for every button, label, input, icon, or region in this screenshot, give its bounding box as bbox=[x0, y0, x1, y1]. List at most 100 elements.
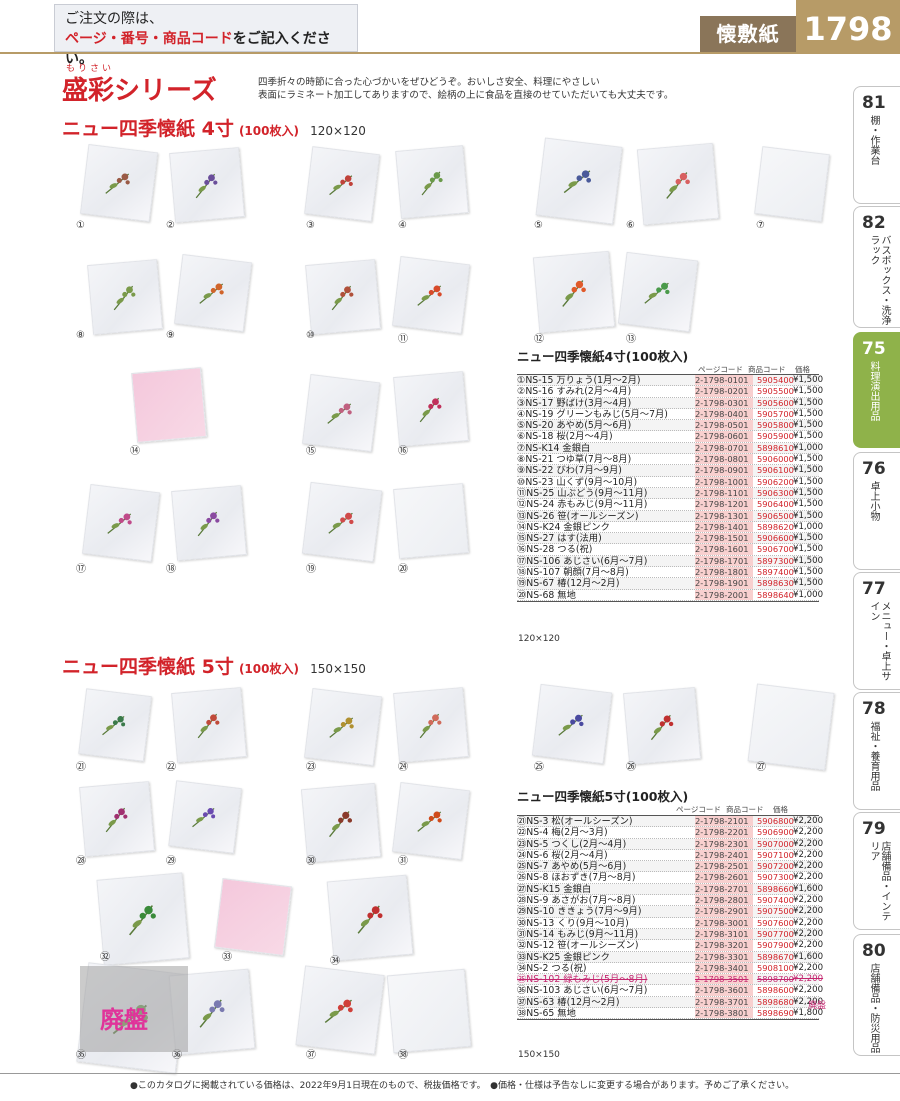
side-index-tab-79[interactable]: 79 店舗備品・インテリア bbox=[853, 812, 900, 930]
side-index-tab-81[interactable]: 81 棚・作業台 bbox=[853, 86, 900, 204]
product-code: 5898640 bbox=[757, 589, 794, 600]
product-code: 5907600 bbox=[757, 917, 794, 928]
ns5-photo-number: ㉖ bbox=[626, 762, 636, 773]
side-index-tab-76[interactable]: 76 卓上小物 bbox=[853, 452, 900, 570]
product-code: 5906100 bbox=[757, 465, 794, 476]
ns4-photo-number: ② bbox=[166, 220, 175, 231]
product-code: 5905900 bbox=[757, 431, 794, 442]
page-code: 2-1798-0701 bbox=[695, 442, 753, 454]
price: ¥1,000 bbox=[793, 521, 824, 532]
product-code: 5907400 bbox=[757, 895, 794, 906]
product-name: ⑯NS-28 つる(祝) bbox=[517, 544, 593, 555]
price: ¥1,500 bbox=[793, 578, 824, 589]
product-row: ㉒NS-4 梅(2月～3月) 2-1798-2201 5906900 ¥2,200 bbox=[517, 827, 823, 839]
ns4-photo-number: ⑲ bbox=[306, 564, 316, 575]
page-code: 2-1798-2801 bbox=[695, 895, 753, 906]
product-row: ⑳NS-68 無地 2-1798-2001 5898640 ¥1,000 bbox=[517, 589, 823, 601]
price: ¥2,200 bbox=[793, 996, 824, 1007]
product-row: ㉟NS-102 緑もみじ(5月～8月) 2-1798-3501 5898700 ¥2,… bbox=[517, 974, 823, 986]
side-index-tab-80[interactable]: 80 店舗備品・防災用品 bbox=[853, 934, 900, 1056]
product-name: ⑱NS-107 朝顔(7月～8月) bbox=[517, 567, 629, 578]
product-code: 5898700 bbox=[757, 974, 794, 985]
product-name: ⑳NS-68 無地 bbox=[517, 589, 576, 600]
price: ¥1,500 bbox=[793, 386, 824, 397]
side-index-tab-75[interactable]: 75 料理演出用品 bbox=[853, 332, 900, 448]
floral-motif-icon bbox=[357, 905, 382, 934]
product-row: ㉘NS-9 あさがお(7月～8月) 2-1798-2801 5907400 ¥2,20… bbox=[517, 895, 823, 907]
section5-col-price: 価格 bbox=[773, 805, 788, 814]
floral-motif-icon bbox=[199, 283, 224, 304]
ns4-photo bbox=[617, 251, 699, 333]
product-name: ⑲NS-67 椿(12月～2月) bbox=[517, 578, 620, 589]
side-index-number: 80 bbox=[862, 941, 886, 961]
ns5-photo-number: ㉒ bbox=[166, 762, 176, 773]
ns5-photo-number: ㉞ bbox=[330, 956, 340, 967]
floral-motif-icon bbox=[324, 999, 353, 1023]
floral-motif-icon bbox=[107, 513, 132, 534]
product-row: ㉙NS-10 ききょう(7月～9月) 2-1798-2901 5907500 ¥2,2… bbox=[517, 906, 823, 918]
ns4-photo bbox=[393, 371, 469, 447]
section4-table-title: ニュー四季懐紙4寸(100枚入) bbox=[517, 349, 689, 364]
ns5-photo-number: ㊳ bbox=[398, 1050, 408, 1061]
product-row: ㉛NS-14 もみじ(9月～11月) 2-1798-3101 5907700 ¥2,2… bbox=[517, 928, 823, 941]
product-row: ⑬NS-26 笹(オールシーズン) 2-1798-1301 5906500 ¥1,50… bbox=[517, 510, 823, 522]
side-index-number: 78 bbox=[862, 699, 886, 719]
page-code: 2-1798-1301 bbox=[695, 510, 753, 521]
side-index-label: 店舗備品・防災用品 bbox=[868, 963, 879, 1053]
price: ¥2,200 bbox=[793, 838, 824, 849]
ns5-photo bbox=[78, 688, 152, 762]
floral-motif-icon bbox=[113, 285, 136, 311]
order-note-highlight: ページ・番号・商品コード bbox=[65, 31, 233, 47]
ns5-photo bbox=[300, 782, 382, 864]
ns4-photo-number: ④ bbox=[398, 220, 407, 231]
ns4-photo bbox=[173, 253, 253, 333]
side-index-number: 75 bbox=[862, 339, 886, 359]
ns5-photo-number: ㉑ bbox=[76, 762, 86, 773]
product-row: ①NS-15 万りょう(1月～2月) 2-1798-0101 5905400 ¥1,5… bbox=[517, 375, 823, 387]
page-code: 2-1798-2301 bbox=[695, 838, 753, 849]
side-index-tab-77[interactable]: 77 メニュー・卓上サイン bbox=[853, 572, 900, 690]
product-row: ⑦NS-K14 金銀白 2-1798-0701 5898610 ¥1,000 bbox=[517, 442, 823, 455]
product-code: 5907100 bbox=[757, 849, 794, 860]
floral-motif-icon bbox=[331, 285, 354, 311]
floral-motif-icon bbox=[563, 170, 592, 194]
ns4-photo-number: ⑳ bbox=[398, 564, 408, 575]
floral-motif-icon bbox=[197, 511, 220, 537]
ns4-photo-number: ⑦ bbox=[756, 220, 765, 231]
page-code: 2-1798-2101 bbox=[695, 816, 753, 827]
side-index-tab-78[interactable]: 78 福祉・養育用品 bbox=[853, 692, 900, 810]
product-code: 5906000 bbox=[757, 454, 794, 465]
ns5-photo bbox=[393, 687, 469, 763]
page-code: 2-1798-1501 bbox=[695, 533, 753, 544]
floral-motif-icon bbox=[327, 403, 352, 424]
product-code: 5907200 bbox=[757, 861, 794, 872]
page-code: 2-1798-0201 bbox=[695, 386, 753, 397]
product-row: ㉓NS-5 つくし(2月～4月) 2-1798-2301 5907000 ¥2,200 bbox=[517, 838, 824, 850]
product-name: ⑦NS-K14 金銀白 bbox=[517, 442, 591, 454]
floral-motif-icon bbox=[192, 808, 216, 828]
ns4-photo bbox=[301, 481, 383, 563]
floral-motif-icon bbox=[665, 171, 690, 199]
product-row: ④NS-19 グリーンもみじ(5月～7月) 2-1798-0401 5905700 ¥… bbox=[517, 408, 823, 421]
page-code: 2-1798-2001 bbox=[695, 589, 753, 600]
product-name: ⑭NS-K24 金銀ピンク bbox=[517, 521, 610, 533]
side-index-tab-82[interactable]: 82 バスボックス・洗浄ラック bbox=[853, 206, 900, 328]
product-code: 5906200 bbox=[757, 476, 794, 487]
price: ¥1,500 bbox=[793, 465, 824, 476]
product-name: ㉙NS-10 ききょう(7月～9月) bbox=[517, 906, 642, 917]
side-index-label: バスボックス・洗浄ラック bbox=[868, 235, 890, 325]
section5-col-code: 商品コード bbox=[726, 805, 764, 814]
page-code: 2-1798-1901 bbox=[695, 578, 753, 589]
page-code: 2-1798-0401 bbox=[695, 408, 753, 420]
product-code: 5898620 bbox=[757, 521, 794, 532]
product-row: ㉑NS-3 松(オールシーズン) 2-1798-2101 5906800 ¥2,200 bbox=[517, 816, 823, 828]
section4-col-code: 商品コード bbox=[748, 365, 786, 374]
ns5-photo-number: ㉜ bbox=[100, 952, 110, 963]
product-name: ㊳NS-65 無地 bbox=[517, 1008, 576, 1019]
ns4-photo-number: ⑭ bbox=[130, 446, 140, 457]
product-name: ④NS-19 グリーンもみじ(5月～7月) bbox=[517, 408, 668, 420]
product-code: 5898680 bbox=[757, 996, 794, 1007]
product-row: ㉗NS-K15 金銀白 2-1798-2701 5898660 ¥1,600 bbox=[517, 883, 823, 896]
ns4-photo bbox=[79, 143, 159, 223]
page-code: 2-1798-0901 bbox=[695, 465, 753, 476]
